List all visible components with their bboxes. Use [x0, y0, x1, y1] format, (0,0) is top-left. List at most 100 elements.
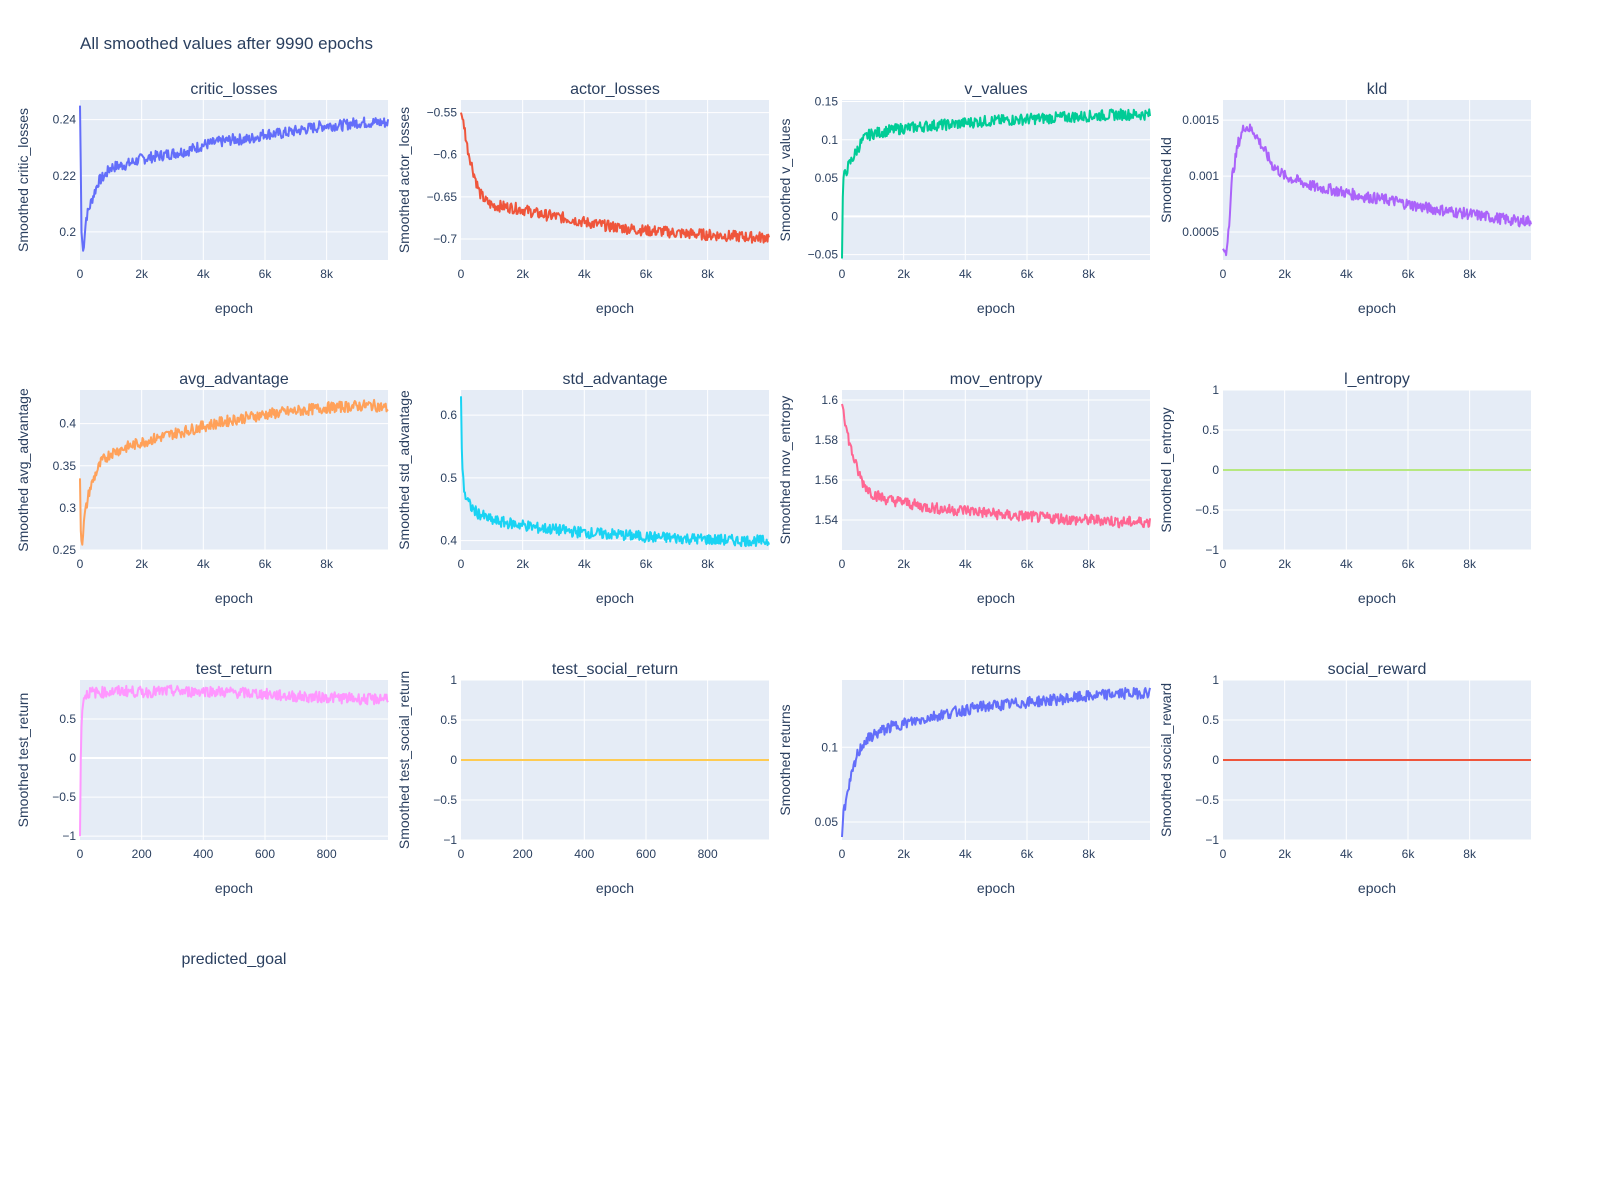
y-tick-label: 1: [1212, 673, 1219, 687]
x-tick-label: 0: [1220, 847, 1227, 861]
x-tick-label: 400: [574, 847, 594, 861]
series-line: [841, 108, 1151, 259]
subplot-title: actor_losses: [570, 81, 660, 98]
x-tick-label: 4k: [959, 847, 973, 861]
y-tick-label: 0.24: [53, 113, 77, 127]
y-axis-title: Smoothed returns: [777, 704, 793, 815]
y-tick-label: 0.15: [815, 95, 839, 109]
y-tick-label: 0.001: [1189, 169, 1219, 183]
plot-area: [1223, 100, 1531, 260]
x-tick-label: 0: [77, 847, 84, 861]
y-tick-label: 1.56: [815, 473, 839, 487]
y-axis-title: Smoothed social_reward: [1158, 683, 1174, 837]
y-tick-label: 0.6: [440, 408, 457, 422]
x-tick-label: 200: [132, 847, 152, 861]
y-tick-label: 1: [1212, 383, 1219, 397]
series-line: [841, 403, 1151, 529]
x-tick-label: 2k: [135, 557, 149, 571]
y-tick-label: 0.5: [59, 712, 76, 726]
chart-social_reward: social_reward 0 2k 4k 6k 8k 1 0.5 0 −0.5 −1 epoch Sm…: [1158, 661, 1531, 896]
x-axis-title: epoch: [215, 300, 253, 316]
subplot-title: test_return: [196, 661, 272, 678]
x-tick-label: 8k: [320, 557, 334, 571]
subplot-title: test_social_return: [552, 661, 678, 678]
x-tick-label: 800: [698, 847, 718, 861]
plot-area: [461, 100, 769, 260]
y-tick-label: 0.2: [59, 225, 76, 239]
y-tick-label: 0.1: [821, 133, 838, 147]
y-tick-label: 0.0015: [1182, 113, 1219, 127]
chart-kld: kld 0 2k 4k 6k 8k 0.0015 0.001 0.0005 epoch Smooth…: [1158, 81, 1532, 316]
y-tick-label: 0.35: [53, 459, 77, 473]
x-tick-label: 2k: [897, 847, 911, 861]
x-tick-label: 6k: [640, 557, 654, 571]
y-tick-label: 0.5: [1202, 713, 1219, 727]
subplot-title: predicted_goal: [182, 951, 287, 968]
x-tick-label: 8k: [1463, 557, 1477, 571]
x-tick-label: 8k: [1082, 847, 1096, 861]
y-axis-title: Smoothed kld: [1158, 137, 1174, 223]
x-tick-label: 600: [636, 847, 656, 861]
y-tick-label: 0.05: [815, 815, 839, 829]
y-tick-label: 0.5: [1202, 423, 1219, 437]
x-tick-label: 4k: [578, 267, 592, 281]
x-tick-label: 8k: [1463, 847, 1477, 861]
series-line: [79, 684, 389, 837]
y-tick-label: 0.05: [815, 171, 839, 185]
y-tick-label: −0.5: [1195, 503, 1219, 517]
x-tick-label: 6k: [259, 557, 273, 571]
x-tick-label: 6k: [1402, 847, 1416, 861]
x-axis-title: epoch: [596, 300, 634, 316]
x-tick-label: 2k: [1278, 557, 1292, 571]
y-tick-label: 0: [1212, 463, 1219, 477]
x-tick-label: 2k: [897, 267, 911, 281]
y-tick-label: −0.5: [52, 790, 76, 804]
x-axis-title: epoch: [1358, 590, 1396, 606]
x-axis-title: epoch: [977, 300, 1015, 316]
x-axis-title: epoch: [1358, 300, 1396, 316]
x-tick-label: 2k: [1278, 267, 1292, 281]
subplot-title: avg_advantage: [179, 371, 289, 388]
x-tick-label: 0: [839, 847, 846, 861]
x-tick-label: 6k: [1402, 267, 1416, 281]
y-tick-label: 0: [450, 753, 457, 767]
x-tick-label: 4k: [959, 267, 973, 281]
y-tick-label: −0.05: [808, 248, 839, 262]
chart-mov_entropy: mov_entropy 0 2k 4k 6k 8k 1.6 1.58 1.56 1.54 epoch…: [777, 371, 1151, 606]
x-tick-label: 2k: [1278, 847, 1292, 861]
x-tick-label: 4k: [1340, 847, 1354, 861]
y-tick-label: −0.65: [427, 190, 458, 204]
series-line: [841, 687, 1151, 838]
y-tick-label: −0.5: [1195, 793, 1219, 807]
y-tick-label: 0.5: [440, 471, 457, 485]
y-tick-label: 1.6: [821, 393, 838, 407]
chart-predicted_goal: predicted_goal: [182, 951, 287, 968]
x-tick-label: 200: [513, 847, 533, 861]
y-tick-label: 0.3: [59, 501, 76, 515]
x-tick-label: 0: [77, 557, 84, 571]
subplot-title: critic_losses: [190, 81, 277, 98]
y-tick-label: −0.7: [433, 232, 457, 246]
x-tick-label: 0: [1220, 267, 1227, 281]
y-axis-title: Smoothed critic_losses: [15, 108, 31, 252]
x-tick-label: 6k: [640, 267, 654, 281]
plot-area: [80, 390, 388, 550]
x-tick-label: 6k: [1021, 847, 1035, 861]
subplot-title: social_reward: [1328, 661, 1427, 678]
x-tick-label: 0: [839, 557, 846, 571]
x-tick-label: 4k: [1340, 557, 1354, 571]
chart-l_entropy: l_entropy 0 2k 4k 6k 8k 1 0.5 0 −0.5 −1 epoch Smooth…: [1158, 371, 1531, 606]
x-tick-label: 2k: [135, 267, 149, 281]
x-tick-label: 0: [77, 267, 84, 281]
x-tick-label: 0: [458, 847, 465, 861]
y-tick-label: 0.4: [59, 417, 76, 431]
y-axis-title: Smoothed mov_entropy: [777, 396, 793, 545]
chart-test_return: test_return 0 200 400 600 800 0.5 0 −0.5 −1 epoch S…: [15, 661, 389, 896]
subplot-title: v_values: [964, 81, 1027, 98]
x-tick-label: 8k: [1082, 557, 1096, 571]
x-tick-label: 6k: [1402, 557, 1416, 571]
y-tick-label: 0: [69, 751, 76, 765]
y-axis-title: Smoothed std_advantage: [396, 390, 412, 550]
